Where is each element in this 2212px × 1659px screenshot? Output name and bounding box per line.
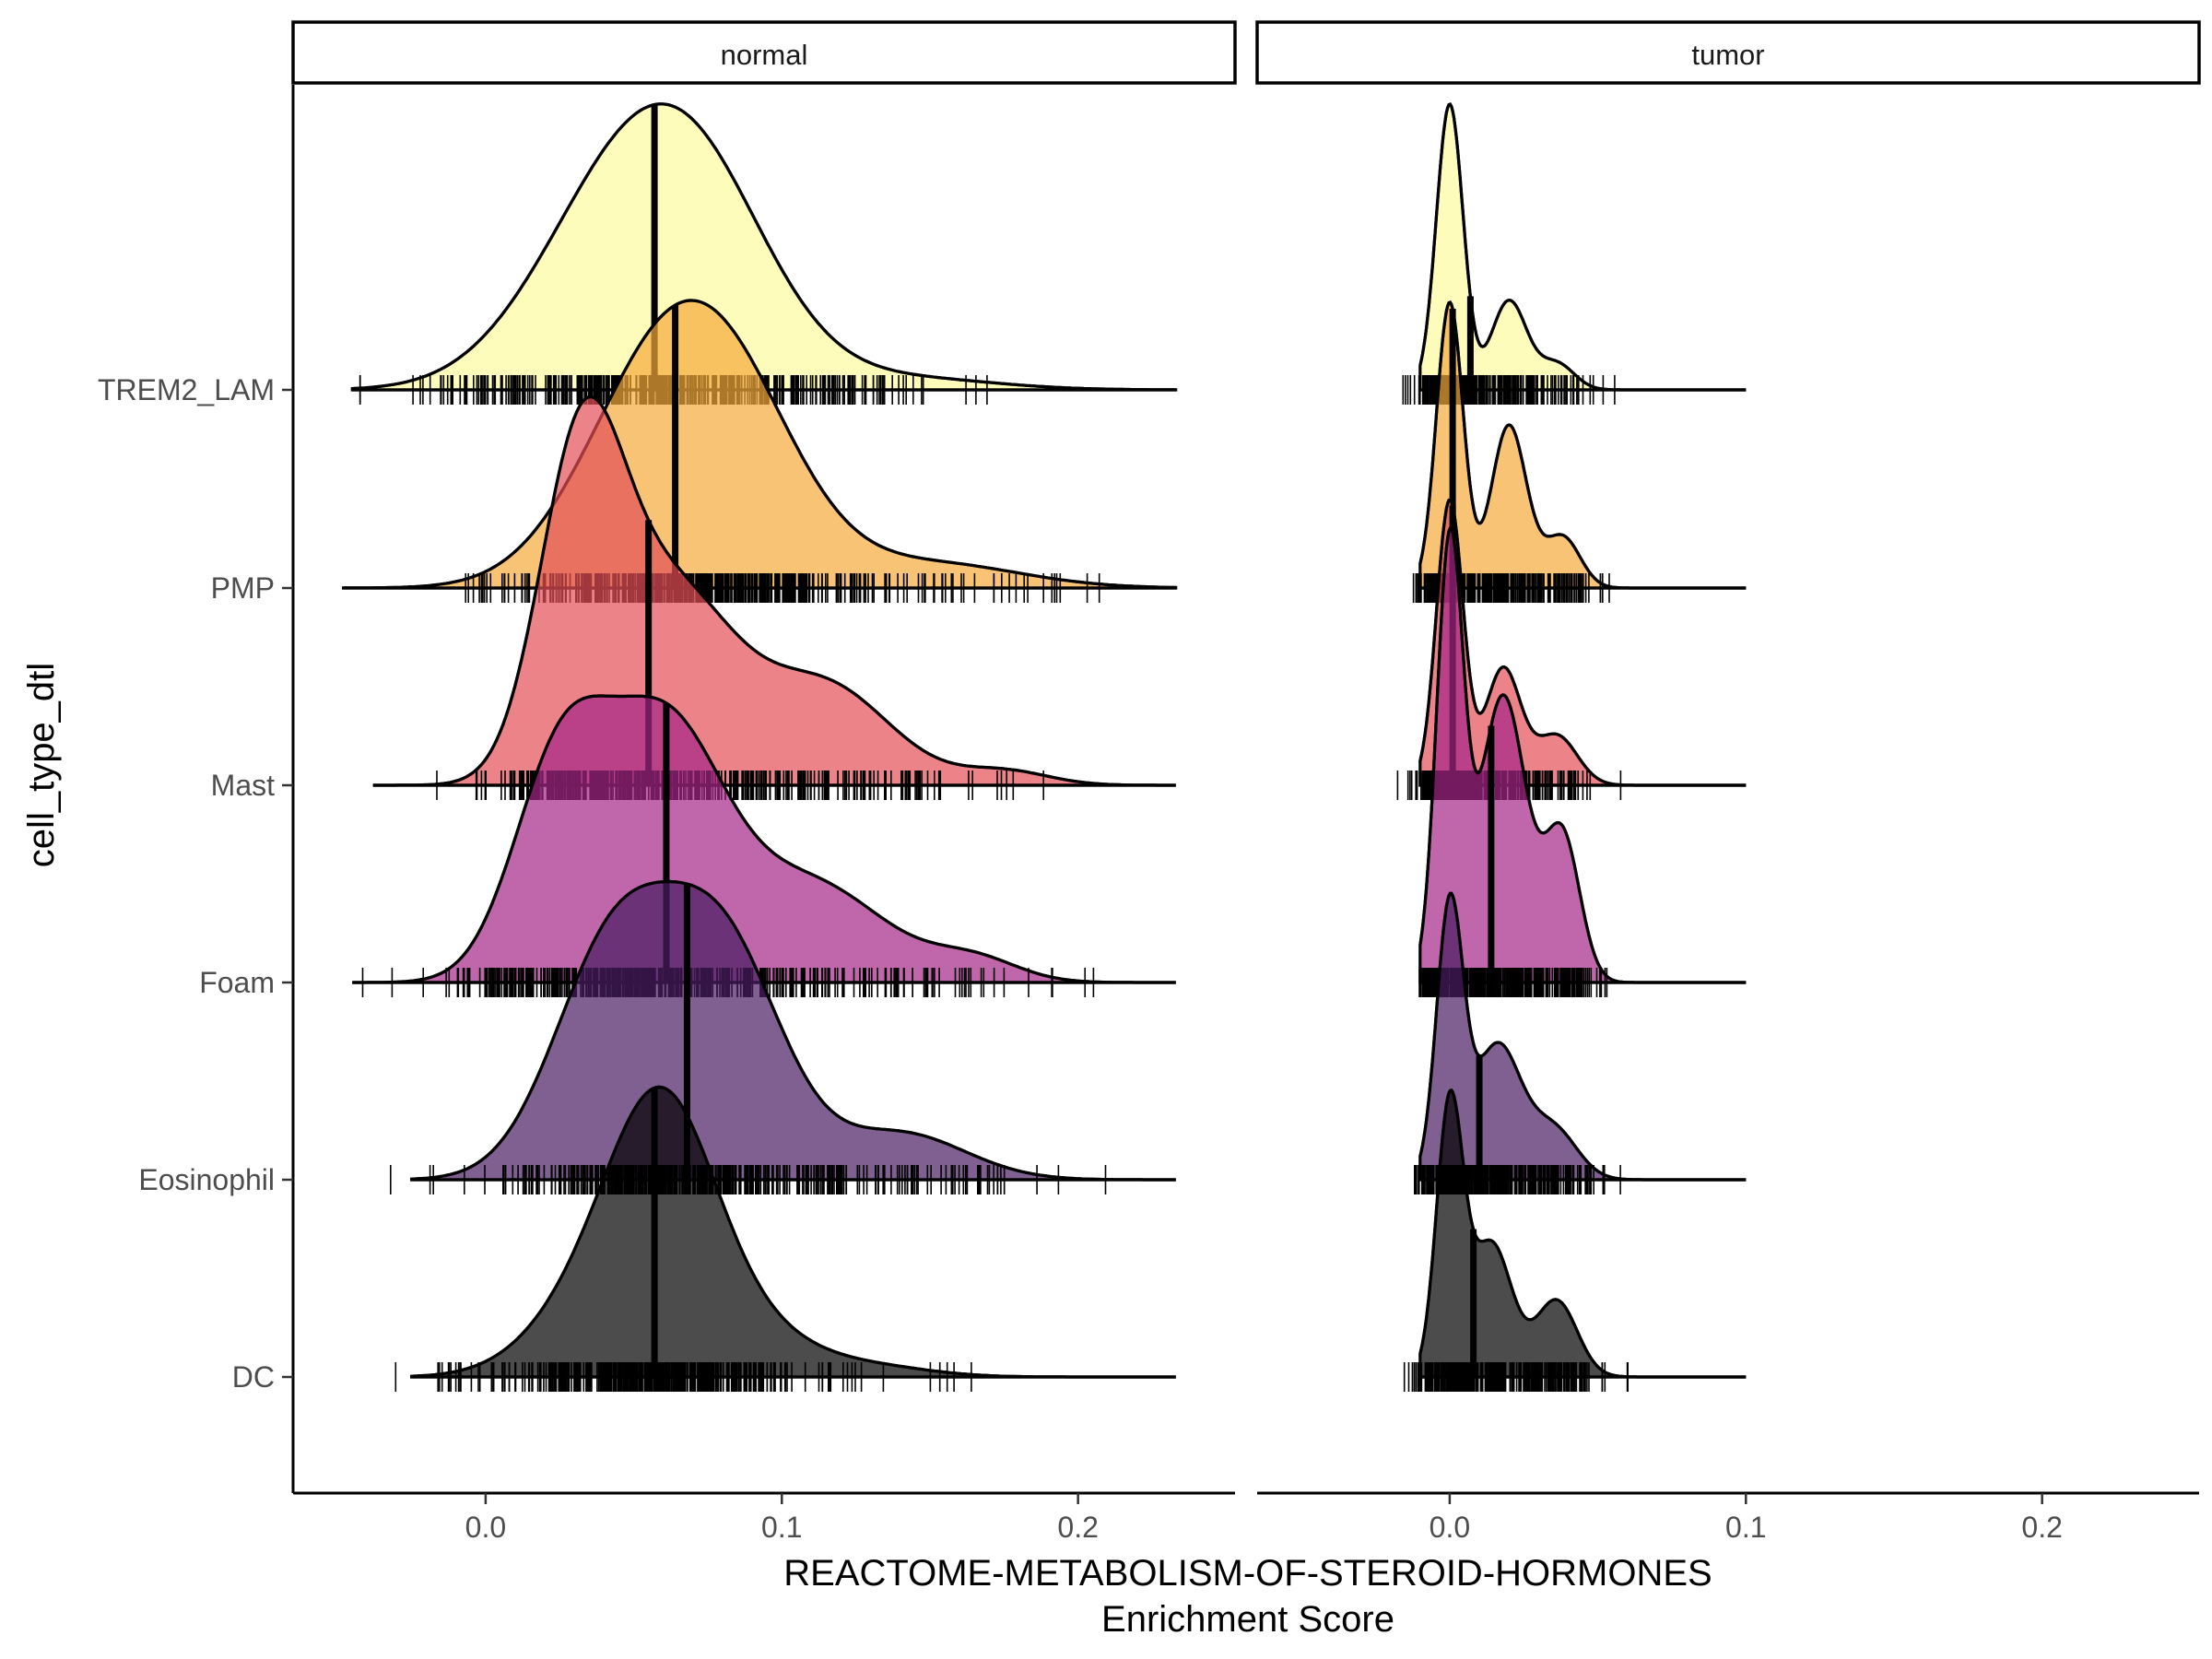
y-tick-label: TREM2_LAM — [98, 373, 275, 406]
y-tick-label: Foam — [199, 966, 275, 999]
strip-label: tumor — [1691, 39, 1764, 71]
x-tick-label: 0.0 — [465, 1511, 506, 1544]
strip-label: normal — [721, 39, 808, 71]
ridge-DC-tumor — [1403, 1088, 1747, 1392]
ridge-area — [350, 102, 1178, 392]
density-line — [352, 694, 1176, 984]
facet-strip-normal: normal — [291, 20, 1237, 85]
x-tick-label: 0.1 — [761, 1511, 802, 1544]
strip-box — [1255, 20, 2201, 85]
y-axis-title: cell_type_dtl — [21, 663, 62, 867]
x-tick-label: 0.1 — [1725, 1511, 1766, 1544]
y-tick-label: Mast — [211, 769, 275, 802]
x-tick-label: 0.0 — [1430, 1511, 1470, 1544]
y-tick-label: Eosinophil — [138, 1163, 275, 1196]
panel-normal: normal — [291, 20, 1237, 1392]
x-tick-label: 0.2 — [1057, 1511, 1098, 1544]
density-line — [411, 879, 1176, 1182]
strip-box — [291, 20, 1237, 85]
density-line — [372, 394, 1176, 787]
density-line — [343, 299, 1176, 590]
facet-strip-tumor: tumor — [1255, 20, 2201, 85]
ridge-DC-normal — [394, 1085, 1176, 1392]
ridge-TREM2_LAM-normal — [350, 102, 1178, 405]
x-axis-subtitle: Enrichment Score — [1101, 1599, 1394, 1640]
x-tick-label: 0.2 — [2021, 1511, 2062, 1544]
x-axis-title: REACTOME-METABOLISM-OF-STEROID-HORMONES — [783, 1553, 1712, 1594]
panel-tumor: tumor — [1255, 20, 2201, 1392]
y-tick-label: PMP — [211, 571, 275, 605]
density-line — [352, 102, 1176, 392]
y-tick-label: DC — [232, 1360, 275, 1394]
